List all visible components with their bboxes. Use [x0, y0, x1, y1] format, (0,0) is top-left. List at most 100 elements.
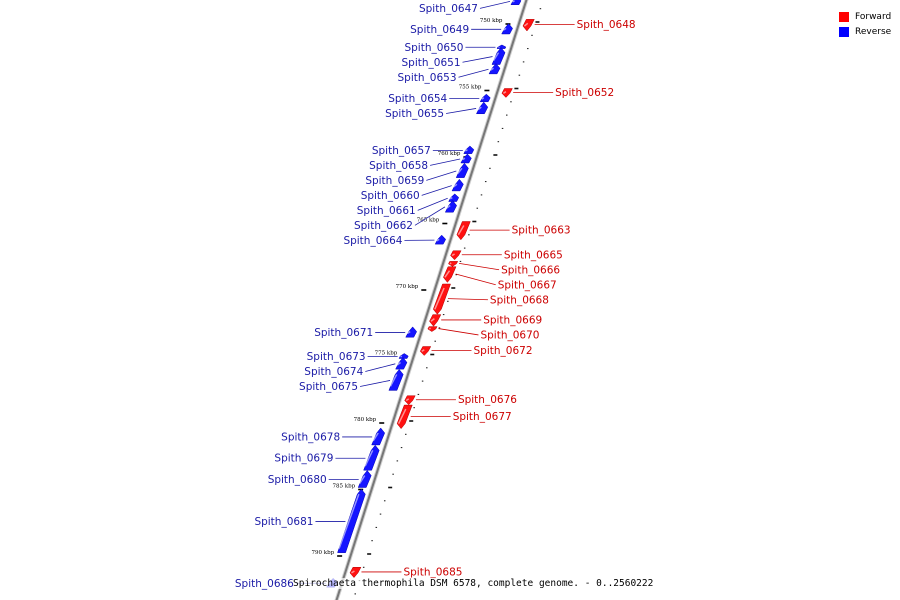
gene-spith_0679[interactable]	[363, 444, 380, 471]
gene-spith_0655[interactable]	[476, 101, 489, 115]
gene-spith_0669[interactable]	[429, 314, 442, 327]
reverse-swatch	[839, 26, 849, 37]
label-leader	[414, 206, 446, 226]
gene-spith_0657[interactable]	[463, 145, 475, 154]
axis-layer	[334, 0, 529, 600]
gene-label[interactable]: Spith_0670	[480, 329, 539, 341]
gene-spith_0673[interactable]	[398, 353, 409, 359]
gene-label[interactable]: Spith_0663	[512, 225, 571, 237]
label-leader	[446, 108, 477, 114]
genome-caption: Spirochaeta thermophila DSM 6578, comple…	[293, 578, 654, 589]
gene-label[interactable]: Spith_0666	[501, 264, 560, 276]
legend-label-forward: Forward	[855, 11, 892, 22]
gene-label[interactable]: Spith_0673	[307, 351, 366, 363]
gene-label[interactable]: Spith_0652	[555, 87, 614, 99]
gene-label[interactable]: Spith_0654	[388, 93, 447, 105]
tick-label: 775 kbp	[375, 351, 398, 357]
gene-spith_0665[interactable]	[450, 250, 462, 261]
gene-spith_0660[interactable]	[451, 178, 464, 192]
gene-label[interactable]: Spith_0674	[304, 366, 363, 378]
gene-spith_0674[interactable]	[395, 357, 408, 370]
tick-label: 770 kbp	[396, 284, 419, 290]
gene-label[interactable]: Spith_0680	[268, 474, 327, 486]
gene-label[interactable]: Spith_0676	[458, 394, 517, 406]
gene-label[interactable]: Spith_0671	[314, 327, 373, 339]
tick-label: 750 kbp	[480, 18, 503, 24]
gene-layer	[326, 0, 535, 588]
gene-spith_0648[interactable]	[522, 19, 535, 32]
gene-spith_0652[interactable]	[501, 88, 513, 98]
gene-spith_0647[interactable]	[510, 0, 522, 5]
tick-label: 790 kbp	[312, 550, 335, 556]
gene-spith_0668[interactable]	[433, 283, 451, 315]
gene-label[interactable]: Spith_0655	[385, 108, 444, 120]
gene-label[interactable]: Spith_0672	[474, 345, 533, 357]
gene-spith_0675[interactable]	[388, 369, 404, 391]
gene-label[interactable]: Spith_0686	[235, 578, 294, 590]
gene-label[interactable]: Spith_0649	[410, 24, 469, 36]
legend-item-forward: Forward	[839, 9, 891, 24]
gene-label[interactable]: Spith_0679	[274, 453, 333, 465]
gene-spith_0672[interactable]	[419, 346, 432, 356]
gene-spith_0662[interactable]	[444, 200, 457, 213]
legend: Forward Reverse	[839, 9, 891, 39]
gene-label[interactable]: Spith_0651	[402, 57, 461, 69]
gene-spith_0664[interactable]	[434, 234, 447, 245]
tick-label: 760 kbp	[438, 151, 461, 157]
legend-item-reverse: Reverse	[839, 24, 891, 39]
gene-label[interactable]: Spith_0668	[490, 294, 549, 306]
label-leader	[458, 68, 489, 78]
gene-label[interactable]: Spith_0675	[299, 381, 358, 393]
gene-spith_0658[interactable]	[460, 153, 472, 164]
gene-spith_0654[interactable]	[479, 93, 491, 103]
gene-spith_0666[interactable]	[448, 261, 459, 267]
gene-label[interactable]: Spith_0660	[361, 190, 420, 202]
label-leader	[479, 0, 511, 9]
gene-spith_0678[interactable]	[371, 427, 385, 446]
label-leader	[462, 56, 493, 63]
gene-spith_0681[interactable]	[337, 488, 366, 553]
legend-label-reverse: Reverse	[855, 26, 892, 37]
gene-label[interactable]: Spith_0659	[365, 175, 424, 187]
gene-label[interactable]: Spith_0664	[343, 235, 402, 247]
gene-spith_0677[interactable]	[396, 404, 413, 430]
gene-spith_0661[interactable]	[448, 193, 460, 202]
gene-spith_0671[interactable]	[405, 326, 417, 338]
gene-label[interactable]: Spith_0657	[372, 145, 431, 157]
gene-label[interactable]: Spith_0667	[498, 279, 557, 291]
label-leader	[447, 298, 488, 301]
gene-label[interactable]: Spith_0648	[577, 19, 636, 31]
label-leader	[365, 363, 396, 372]
gene-label[interactable]: Spith_0650	[404, 42, 463, 54]
gene-spith_0676[interactable]	[404, 395, 416, 406]
gene-spith_0659[interactable]	[455, 162, 469, 178]
gene-label[interactable]: Spith_0661	[357, 205, 416, 217]
gene-label[interactable]: Spith_0681	[254, 516, 313, 528]
gene-label[interactable]: Spith_0665	[504, 249, 563, 261]
gene-label[interactable]: Spith_0647	[419, 3, 478, 15]
label-layer: Spith_0645Spith_0646Spith_0647Spith_0648…	[235, 0, 636, 590]
gene-spith_0663[interactable]	[456, 221, 471, 241]
gene-spith_0667[interactable]	[443, 266, 457, 283]
gene-label[interactable]: Spith_0653	[398, 72, 457, 84]
label-leader	[438, 328, 479, 336]
gene-spith_0670[interactable]	[427, 326, 438, 332]
gene-label[interactable]: Spith_0669	[483, 314, 542, 326]
gene-spith_0685[interactable]	[349, 567, 362, 578]
gene-label[interactable]: Spith_0662	[354, 220, 413, 232]
tick-label: 755 kbp	[459, 85, 482, 91]
gene-label[interactable]: Spith_0658	[369, 160, 428, 172]
gene-label[interactable]: Spith_0678	[281, 431, 340, 443]
label-leader	[459, 262, 500, 271]
gene-spith_0649[interactable]	[501, 23, 513, 35]
label-leader	[421, 185, 452, 196]
gene-label[interactable]: Spith_0677	[453, 411, 512, 423]
gene-spith_0680[interactable]	[357, 470, 372, 488]
gene-spith_0653[interactable]	[488, 63, 501, 75]
forward-swatch	[839, 11, 849, 22]
label-leader	[359, 380, 391, 387]
gene-label[interactable]: Spith_0685	[403, 566, 462, 578]
gene-spith_0651[interactable]	[491, 47, 506, 65]
label-leader	[455, 273, 496, 286]
